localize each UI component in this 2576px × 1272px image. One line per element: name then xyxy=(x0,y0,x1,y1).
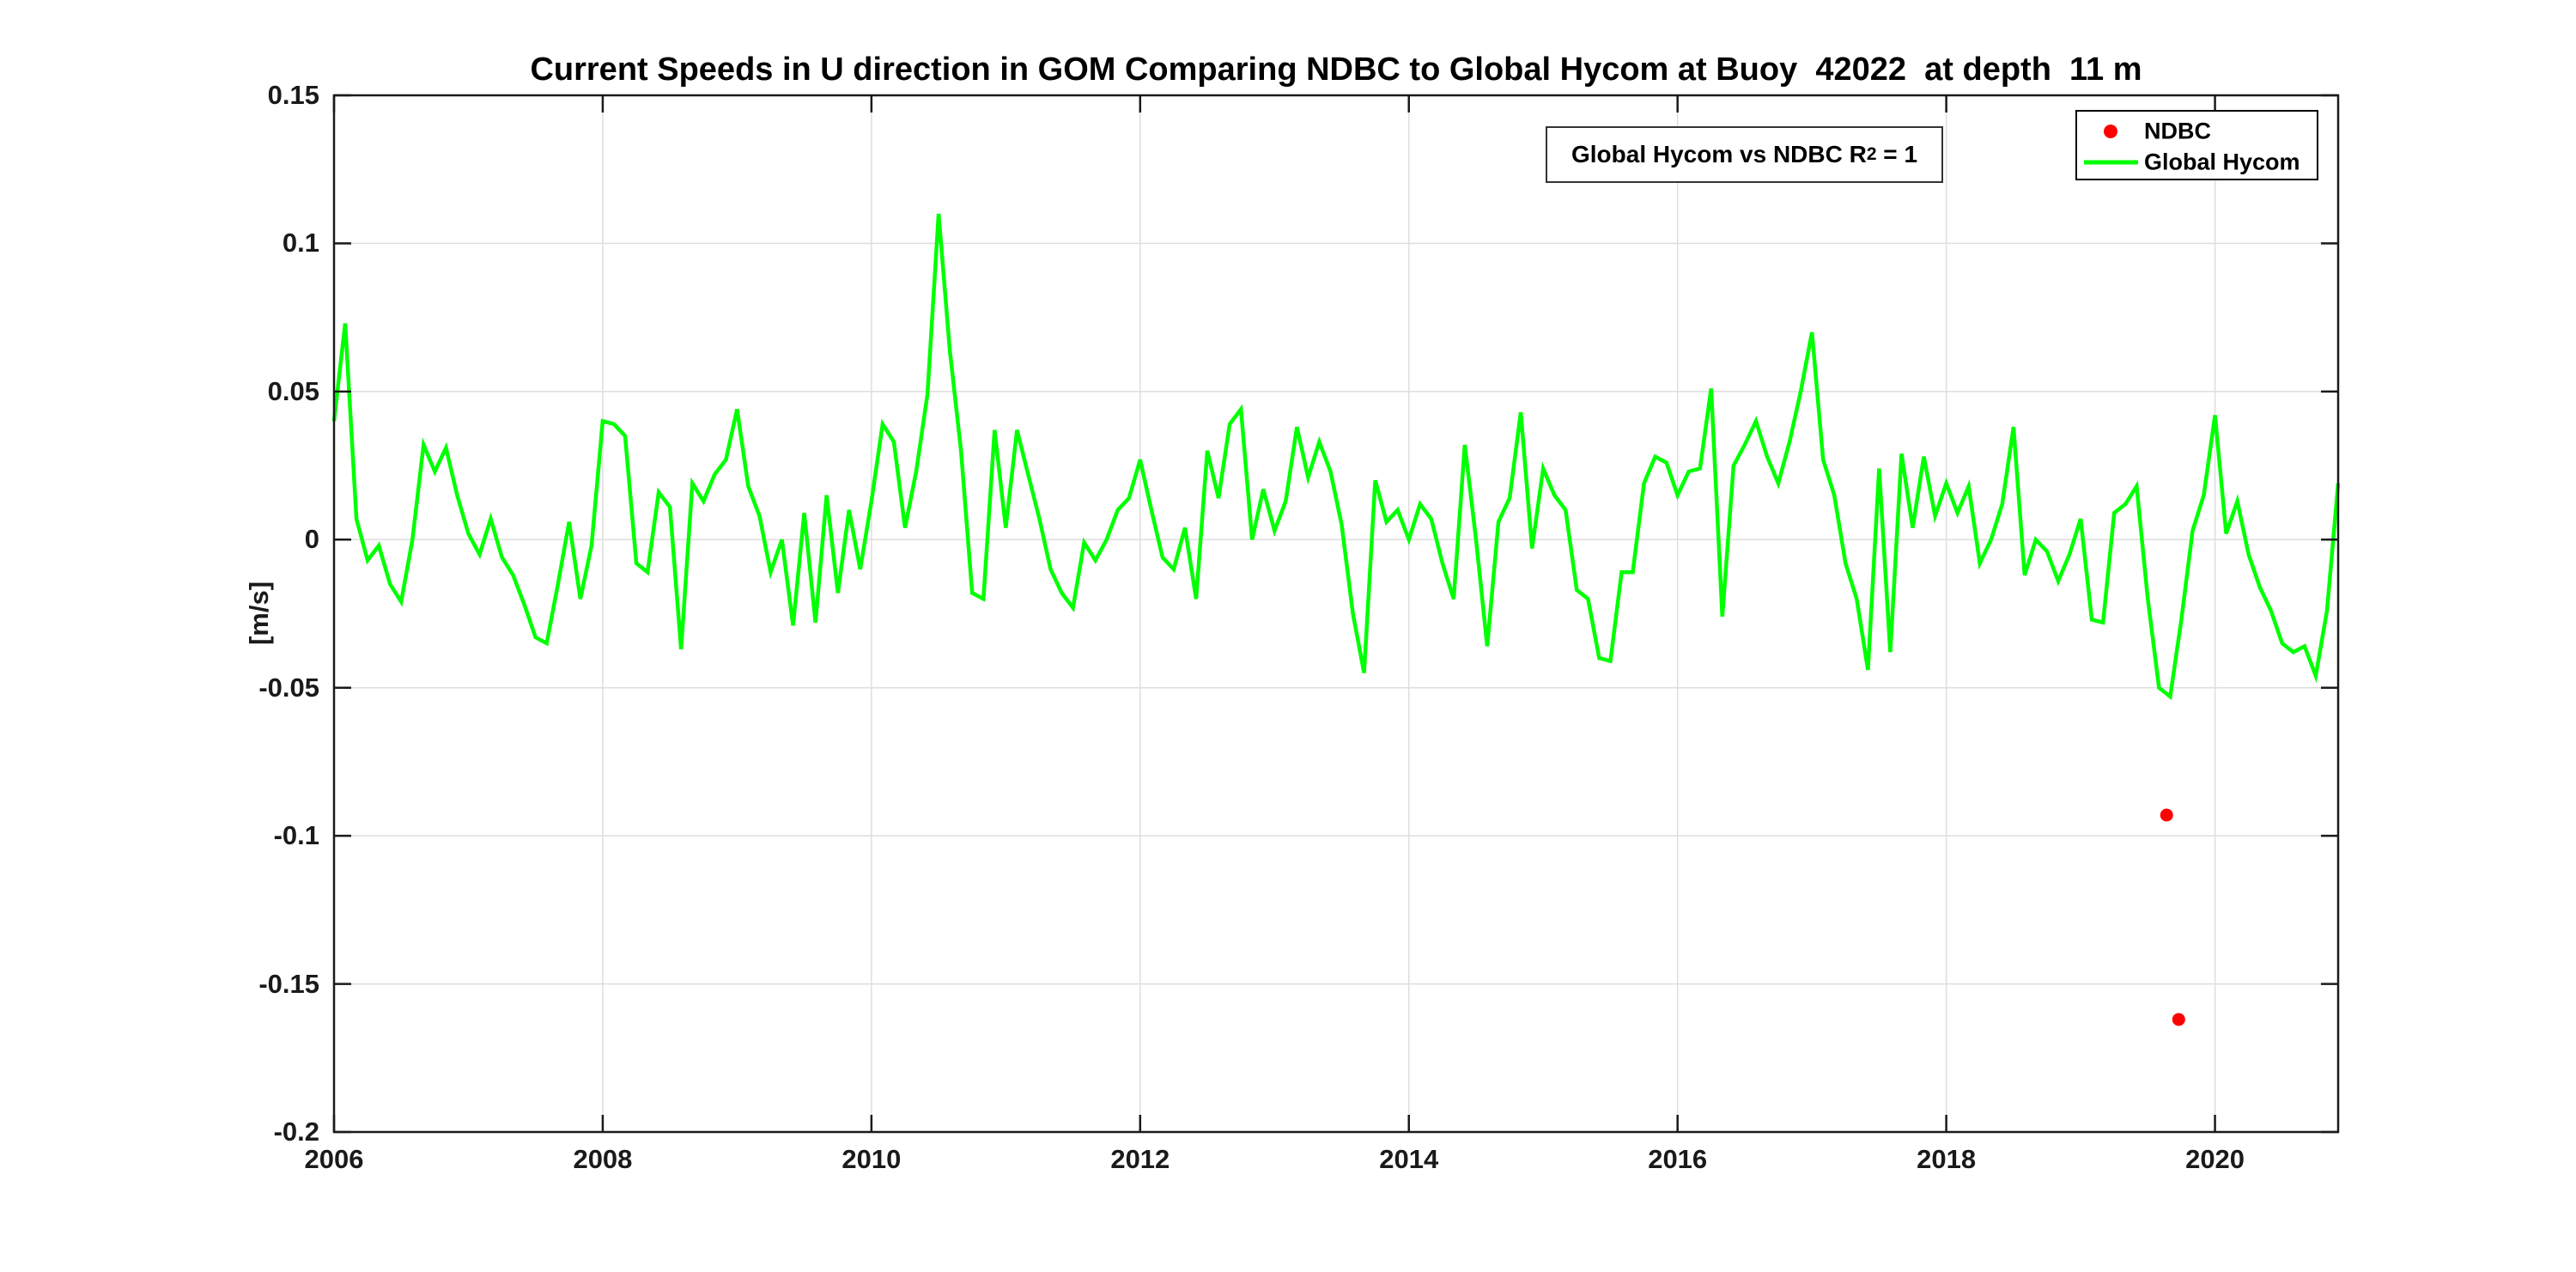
x-tick-label: 2012 xyxy=(1110,1144,1170,1174)
y-tick-label: -0.05 xyxy=(258,672,319,703)
y-tick-label: -0.1 xyxy=(273,820,319,851)
y-tick-label: 0.1 xyxy=(282,228,319,259)
y-tick-label: 0 xyxy=(304,524,319,555)
x-tick-label: 2008 xyxy=(573,1144,633,1174)
legend-box: NDBC Global Hycom xyxy=(2075,110,2318,180)
hycom-line-icon xyxy=(2084,160,2138,165)
hycom-line-series xyxy=(331,213,2341,701)
legend-item-hycom: Global Hycom xyxy=(2077,147,2317,178)
y-tick-label: -0.2 xyxy=(273,1117,319,1147)
y-tick-label: 0.05 xyxy=(267,375,319,406)
x-tick-label: 2014 xyxy=(1379,1144,1439,1174)
chart-title: Current Speeds in U direction in GOM Com… xyxy=(530,52,2142,88)
x-tick-label: 2010 xyxy=(841,1144,902,1174)
y-tick-label: 0.15 xyxy=(267,80,319,110)
x-tick-label: 2018 xyxy=(1917,1144,1977,1174)
legend-label-ndbc: NDBC xyxy=(2144,118,2211,144)
annotation-suffix: = 1 xyxy=(1876,141,1918,167)
annotation-prefix: Global Hycom vs NDBC R xyxy=(1571,141,1867,167)
ndbc-point xyxy=(2172,1013,2185,1026)
ndbc-point xyxy=(2160,808,2173,822)
x-tick-label: 2016 xyxy=(1648,1144,1708,1174)
x-tick-label: 2020 xyxy=(2185,1144,2245,1174)
legend-label-hycom: Global Hycom xyxy=(2144,149,2300,175)
ndbc-marker-icon xyxy=(2104,125,2117,138)
legend-item-ndbc: NDBC xyxy=(2077,116,2317,147)
y-axis-label: [m/s] xyxy=(244,581,274,646)
axes-box xyxy=(332,94,2340,1134)
x-tick-label: 2006 xyxy=(304,1144,364,1174)
y-tick-label: -0.15 xyxy=(258,968,319,999)
